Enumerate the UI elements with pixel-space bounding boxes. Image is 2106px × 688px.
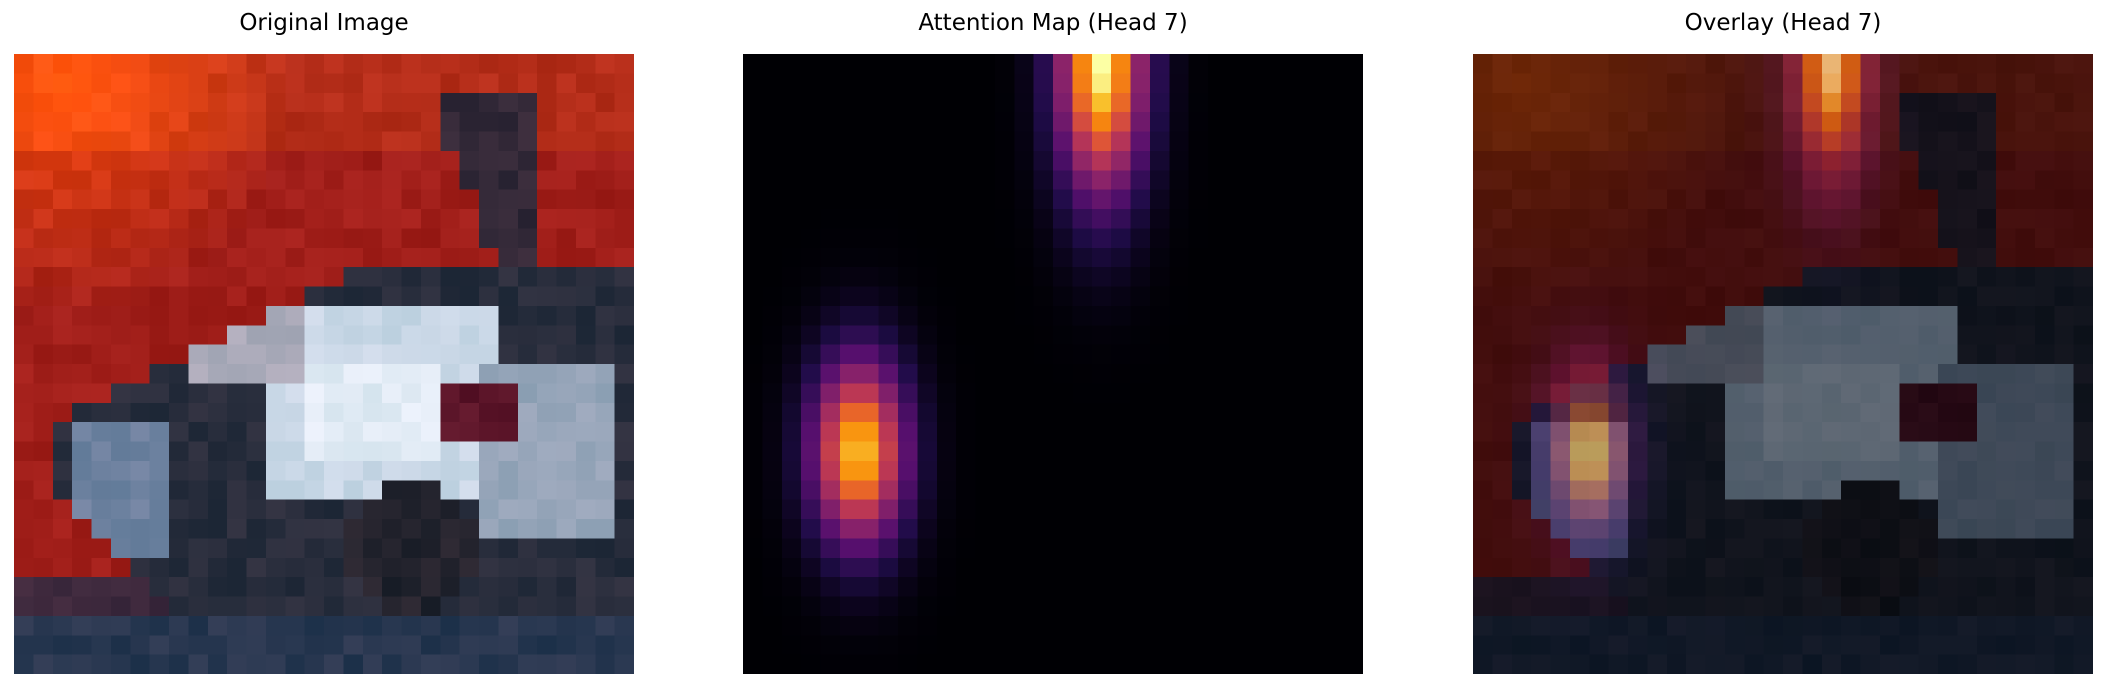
panel-title-attention: Attention Map (Head 7)	[918, 10, 1188, 36]
panel-overlay: Overlay (Head 7)	[1473, 0, 2093, 688]
panel-title-original: Original Image	[239, 10, 409, 36]
panel-title-overlay: Overlay (Head 7)	[1684, 10, 1882, 36]
panel-attention-map: Attention Map (Head 7)	[743, 0, 1363, 688]
attention-heatmap-canvas	[743, 54, 1363, 674]
overlay-image-canvas	[1473, 54, 2093, 674]
panel-original-image: Original Image	[14, 0, 634, 688]
original-image	[14, 54, 634, 674]
original-image-canvas	[14, 54, 634, 674]
overlay-image	[1473, 54, 2093, 674]
attention-heatmap	[743, 54, 1363, 674]
